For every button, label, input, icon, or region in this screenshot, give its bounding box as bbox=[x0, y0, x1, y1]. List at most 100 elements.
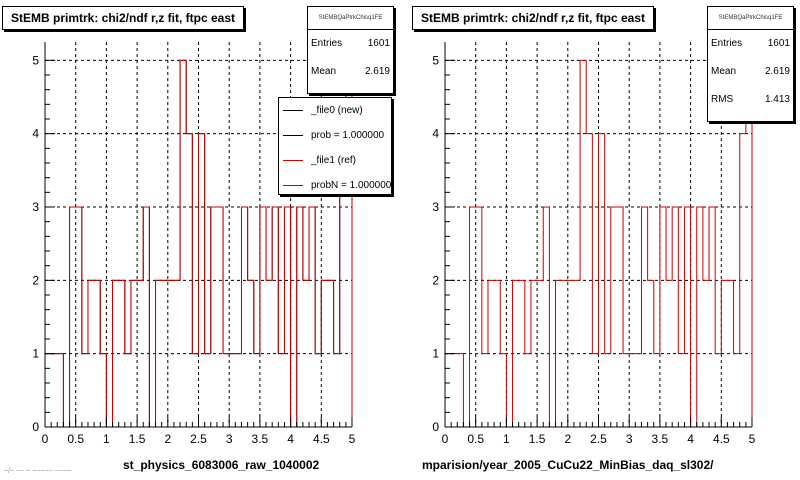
legend-label-new: _file0 (new) bbox=[311, 105, 363, 116]
legend-swatch-ref bbox=[283, 160, 303, 161]
histogram-bin bbox=[482, 354, 488, 427]
histogram-bin bbox=[321, 280, 327, 427]
histogram-bin bbox=[709, 207, 715, 427]
histogram-bin bbox=[278, 354, 284, 427]
y-tick-label: 0 bbox=[432, 420, 439, 434]
histogram-bin bbox=[180, 60, 186, 427]
histogram-bin bbox=[568, 280, 574, 427]
histogram-bin bbox=[531, 280, 537, 427]
right-stats-box: StEMBQaPtrkChisq1FE Entries 1601 Mean 2.… bbox=[707, 6, 794, 122]
histogram-bin bbox=[235, 354, 241, 427]
histogram-bin bbox=[241, 207, 247, 427]
right-stats-rms-row: RMS 1.413 bbox=[708, 86, 793, 114]
histogram-bin bbox=[494, 280, 500, 427]
histogram-series-2 bbox=[44, 59, 353, 428]
legend-entry-new: _file0 (new) bbox=[279, 98, 391, 123]
histogram-bin bbox=[525, 354, 531, 427]
histogram-bin bbox=[445, 354, 451, 427]
histogram-bin bbox=[334, 354, 340, 427]
histogram-bin bbox=[88, 280, 94, 427]
x-tick-label: 4 bbox=[287, 432, 294, 446]
right-pad: 0 0.5 1 1.5 2 2.5 3 3.5 4 4.5 5 0 1 2 3 4 5 StEMB primtr… bbox=[400, 0, 800, 480]
histogram-bin bbox=[617, 207, 623, 427]
histogram-bin bbox=[654, 354, 660, 427]
histogram-bin bbox=[284, 207, 290, 427]
x-tick-label: 2.5 bbox=[190, 432, 207, 446]
x-tick-label: 0 bbox=[42, 432, 49, 446]
histogram-bin bbox=[70, 207, 76, 427]
x-tick-label: 4.5 bbox=[313, 432, 330, 446]
x-tick-label: 0 bbox=[442, 432, 449, 446]
y-tick-label: 3 bbox=[32, 200, 39, 214]
x-tick-label: 3 bbox=[226, 432, 233, 446]
x-tick-label: 0.5 bbox=[467, 432, 484, 446]
histogram-bin bbox=[623, 354, 629, 427]
legend-entry-ref: _file1 (ref) bbox=[279, 148, 391, 173]
histogram-bin bbox=[592, 354, 598, 427]
y-tick-label: 1 bbox=[432, 347, 439, 361]
left-corner-date: ~/~ ~~ ~ ~~~~~ ~~~~ bbox=[4, 468, 71, 475]
histogram-bin bbox=[562, 280, 568, 427]
x-tick-label: 3 bbox=[626, 432, 633, 446]
left-stats-mean-value: 2.619 bbox=[364, 66, 390, 77]
right-stats-rms-label: RMS bbox=[711, 94, 734, 105]
histogram-bin bbox=[125, 354, 131, 427]
histogram-bin bbox=[721, 280, 727, 427]
right-stats-rms-value: 1.413 bbox=[764, 94, 790, 105]
histogram-bin bbox=[703, 280, 709, 427]
histogram-bin bbox=[186, 134, 192, 427]
histogram-bin bbox=[199, 134, 205, 427]
right-stats-mean-label: Mean bbox=[711, 66, 737, 77]
histogram-bin bbox=[599, 134, 605, 427]
histogram-bin bbox=[672, 207, 678, 427]
left-stats-histogram-name: StEMBQaPtrkChisq1FE bbox=[308, 7, 393, 30]
histogram-bin bbox=[543, 207, 549, 427]
histogram-bin bbox=[666, 280, 672, 427]
histogram-bin bbox=[488, 280, 494, 427]
histogram-bin bbox=[205, 354, 211, 427]
x-tick-label: 0.5 bbox=[67, 432, 84, 446]
legend-label-ref: _file1 (ref) bbox=[311, 155, 357, 166]
histogram-bin bbox=[740, 134, 746, 427]
histogram-bin bbox=[100, 354, 106, 427]
legend-swatch-new bbox=[283, 110, 303, 111]
x-tick-label: 5 bbox=[349, 432, 356, 446]
histogram-bin bbox=[303, 280, 309, 427]
histogram-bin bbox=[168, 280, 174, 427]
histogram-bin bbox=[580, 60, 586, 427]
histogram-bin bbox=[223, 354, 229, 427]
histogram-bin bbox=[137, 280, 143, 427]
right-stats-mean-row: Mean 2.619 bbox=[708, 58, 793, 86]
right-histogram-plot: 0 0.5 1 1.5 2 2.5 3 3.5 4 4.5 5 0 1 2 3 4 5 bbox=[432, 42, 756, 446]
x-tick-label: 1.5 bbox=[529, 432, 546, 446]
histogram-bin bbox=[513, 280, 519, 427]
y-tick-label: 0 bbox=[32, 420, 39, 434]
histogram-bin bbox=[82, 354, 88, 427]
histogram-bin bbox=[684, 207, 690, 427]
right-file-label: mparision/year_2005_CuCu22_MinBias_daq_s… bbox=[422, 458, 714, 472]
left-histogram-plot: 0 0.5 1 1.5 2 2.5 3 3.5 4 4.5 5 0 1 2 3 4 5 bbox=[32, 42, 356, 446]
histogram-bin bbox=[556, 280, 562, 427]
histogram-bin bbox=[174, 280, 180, 427]
histogram-bin bbox=[327, 280, 333, 427]
histogram-bin bbox=[229, 354, 235, 427]
left-plot-title: StEMB primtrk: chi2/ndf r,z fit, ftpc ea… bbox=[2, 6, 245, 30]
histogram-bin bbox=[574, 280, 580, 427]
left-stats-entries-row: Entries 1601 bbox=[308, 30, 393, 58]
histogram-bin bbox=[260, 207, 266, 427]
histogram-bin bbox=[611, 207, 617, 427]
y-tick-label: 4 bbox=[32, 127, 39, 141]
histogram-bin bbox=[678, 354, 684, 427]
histogram-bin bbox=[76, 207, 82, 427]
right-stats-entries-label: Entries bbox=[711, 38, 743, 49]
right-plot-title: StEMB primtrk: chi2/ndf r,z fit, ftpc ea… bbox=[412, 6, 655, 30]
histogram-series-1 bbox=[444, 59, 753, 428]
x-tick-label: 4 bbox=[687, 432, 694, 446]
histogram-bin bbox=[254, 354, 260, 427]
right-stats-entries-value: 1601 bbox=[767, 38, 790, 49]
x-tick-label: 2 bbox=[164, 432, 171, 446]
histogram-bin bbox=[211, 207, 217, 427]
histogram-bin bbox=[217, 207, 223, 427]
legend-swatch-probn bbox=[283, 185, 303, 186]
histogram-bin bbox=[119, 280, 125, 427]
